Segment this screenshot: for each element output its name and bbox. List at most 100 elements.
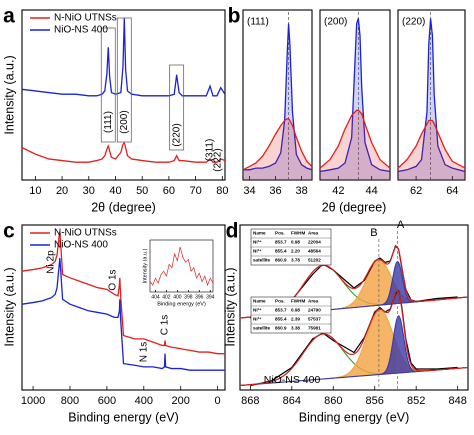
series-line (21, 141, 226, 163)
series-area (320, 110, 390, 180)
series-line (21, 257, 225, 371)
x-tick-label: 42 (332, 185, 344, 197)
x-tick-label: 856 (366, 395, 384, 407)
series-line (243, 23, 313, 171)
table-cell: 0.98 (291, 240, 300, 245)
x-tick-label: 70 (189, 185, 201, 197)
x-tick-label: 398 (184, 294, 193, 300)
x-tick-label: 800 (61, 395, 79, 407)
x-tick-label: 38 (295, 185, 307, 197)
peak-letter: A (397, 219, 405, 231)
table-cell: 2.20 (291, 249, 300, 254)
series-line (397, 119, 466, 169)
inset-y-title: Intensity (a.u.) (142, 248, 148, 283)
peak-box (169, 64, 185, 151)
series-line (319, 109, 391, 169)
x-tick-label: 864 (283, 395, 301, 407)
table-cell: 51202 (308, 258, 321, 263)
x-tick-label: 30 (83, 185, 95, 197)
y-axis-title: Intensity (a.u.) (223, 267, 237, 346)
table-cell: 22004 (308, 240, 321, 245)
x-tick-label: 36 (269, 185, 281, 197)
subplot-title: (111) (247, 17, 269, 28)
y-axis-title: Intensity (a.u.) (2, 55, 16, 134)
table-cell: 3.38 (291, 326, 300, 331)
table-header: Area (308, 231, 319, 236)
series-area (243, 118, 312, 180)
y-axis-title: Intensity (a.u.) (2, 267, 16, 346)
x-tick-label: 868 (241, 395, 259, 407)
x-tick-label: 0 (215, 395, 221, 407)
plot-frame (397, 9, 466, 181)
x-tick-label: 848 (448, 395, 466, 407)
legend-label: NiO-NS 400 (54, 240, 108, 251)
table-cell: 853.7 (275, 240, 287, 245)
x-tick-label: 34 (243, 185, 255, 197)
series-line (397, 18, 466, 173)
table-cell: 48564 (308, 249, 321, 254)
x-tick-label: 60 (163, 185, 175, 197)
x-tick-label: 860 (324, 395, 342, 407)
peak-label: Ni 2p (45, 250, 56, 274)
table-cell: Ni³⁺ (253, 249, 262, 254)
panel-letter: c (3, 220, 15, 243)
inset-x-title: Binding energy (eV) (157, 301, 206, 307)
table-cell: satellite (253, 258, 271, 263)
table-cell: 2.39 (291, 317, 300, 322)
table-header: FWHM (291, 299, 305, 304)
peak-letter: B (370, 227, 377, 239)
table-header: Pos. (275, 299, 285, 304)
table-header: Name (253, 231, 266, 236)
table-cell: 0.98 (291, 308, 300, 313)
x-axis-title: 2θ (degree) (322, 200, 387, 214)
peak-label: (200) (119, 110, 130, 133)
x-axis-title: Binding energy (eV) (68, 410, 178, 424)
series-line (319, 18, 391, 173)
table-cell: 860.9 (275, 326, 287, 331)
peak-label: (220) (171, 123, 182, 146)
series-area (398, 120, 465, 180)
x-tick-label: 10 (29, 185, 41, 197)
peak-label: C 1s (160, 315, 171, 336)
x-tick-label: 852 (407, 395, 425, 407)
table-header: Area (308, 299, 319, 304)
table-cell: Ni²⁺ (253, 308, 262, 313)
inset-frame (149, 239, 214, 293)
panel-letter: d (226, 220, 239, 243)
legend-label: N-NiO UTNSs (54, 228, 117, 239)
table-cell: 3.78 (291, 258, 300, 263)
series-line (242, 118, 313, 171)
x-tick-label: 80 (216, 185, 228, 197)
panel-letter: a (3, 5, 15, 28)
fit-envelope (239, 289, 469, 387)
x-tick-label: 402 (162, 294, 171, 300)
table-cell: 75981 (308, 326, 321, 331)
x-tick-label: 404 (151, 294, 160, 300)
x-tick-label: 200 (172, 395, 190, 407)
table-cell: Ni²⁺ (253, 240, 262, 245)
series-area (320, 18, 390, 180)
plot-frame (242, 9, 313, 181)
x-tick-label: 394 (206, 294, 215, 300)
table-cell: 24790 (308, 308, 321, 313)
fit-table: Name Pos. FWHM Area Ni²⁺ 853.7 0.98 22004 Ni³⁺ 85… (250, 228, 332, 266)
peak-label: N 1s (138, 342, 149, 363)
x-axis-title: 2θ (degree) (91, 200, 156, 214)
x-tick-label: 50 (136, 185, 148, 197)
table-cell: 855.4 (275, 317, 287, 322)
table-cell: satellite (253, 326, 271, 331)
peak-label: (111) (103, 111, 114, 133)
peak-box (116, 17, 132, 143)
plot-frame (239, 224, 469, 391)
inset-line (149, 246, 214, 287)
x-tick-label: 64 (446, 185, 458, 197)
table-header: Name (253, 299, 266, 304)
table-header: FWHM (291, 231, 305, 236)
subplot-title: (200) (324, 17, 347, 28)
peak-label: (311) (205, 139, 216, 162)
x-axis-title: Binding energy (eV) (299, 410, 409, 424)
legend-label: N-NiO UTNSs (54, 13, 117, 24)
peak-label: (222) (212, 148, 223, 171)
panel-letter: b (228, 5, 241, 28)
